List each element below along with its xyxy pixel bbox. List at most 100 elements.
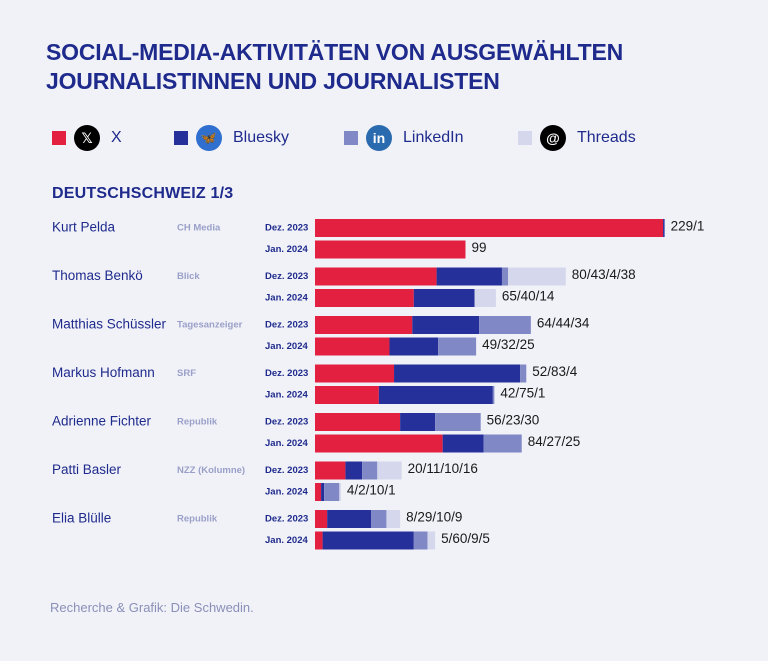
bar-segment-bluesky	[412, 316, 480, 334]
bar-segment-x	[315, 316, 413, 334]
bar-segment-linkedin	[438, 337, 477, 356]
period-label: Dez. 2023	[265, 271, 308, 282]
outlet-name: Blick	[177, 271, 200, 282]
period-label: Dez. 2023	[265, 465, 308, 476]
data-label: 56/23/30	[487, 413, 540, 428]
outlet-name: CH Media	[177, 223, 221, 234]
person-name: Matthias Schüssler	[52, 317, 167, 332]
person-name: Thomas Benkö	[52, 268, 143, 283]
person-name: Patti Basler	[52, 462, 122, 477]
outlet-name: Republik	[177, 417, 218, 428]
linkedin-icon: in	[366, 125, 392, 151]
period-label: Dez. 2023	[265, 368, 308, 379]
bar-segment-threads	[474, 289, 496, 307]
bar-segment-linkedin	[324, 483, 340, 501]
bar-segment-x	[315, 483, 322, 501]
bluesky-butterfly-icon: 🦋	[196, 125, 222, 151]
bar-segment-threads	[339, 483, 341, 501]
outlet-name: SRF	[177, 368, 196, 379]
bar-segment-x	[315, 364, 395, 383]
legend-swatch-linkedin	[344, 131, 358, 145]
data-label: 42/75/1	[500, 386, 545, 401]
data-label: 8/29/10/9	[406, 510, 462, 525]
bar-segment-linkedin	[492, 386, 495, 404]
data-label: 4/2/10/1	[347, 483, 396, 498]
bar-segment-x	[315, 510, 328, 528]
bar-segment-bluesky	[436, 267, 502, 286]
bar-segment-x	[315, 434, 443, 453]
bar-segment-bluesky	[442, 434, 484, 453]
bar-segment-bluesky	[327, 510, 372, 528]
bar-segment-bluesky	[322, 531, 414, 550]
bar-segment-linkedin	[483, 434, 522, 453]
outlet-name: Republik	[177, 514, 218, 525]
legend-item-threads: @ Threads	[518, 124, 636, 152]
bar-segment-x	[315, 531, 323, 550]
bar-segment-bluesky	[400, 413, 436, 431]
bar-segment-linkedin	[501, 267, 509, 286]
data-label: 99	[471, 240, 486, 255]
bar-segment-bluesky	[394, 364, 521, 383]
legend-item-linkedin: in LinkedIn	[344, 124, 464, 152]
legend-label-bluesky: Bluesky	[233, 129, 290, 146]
legend-item-bluesky: 🦋 Bluesky	[174, 124, 289, 152]
period-label: Jan. 2024	[265, 244, 308, 255]
bar-segment-bluesky	[389, 337, 439, 356]
period-label: Jan. 2024	[265, 341, 308, 352]
threads-icon: @	[540, 125, 566, 151]
bar-segment-threads	[386, 510, 401, 528]
period-label: Dez. 2023	[265, 514, 308, 525]
section-title: DEUTSCHSCHWEIZ 1/3	[52, 185, 234, 202]
legend-label-x: X	[111, 129, 122, 146]
outlet-name: NZZ (Kolumne)	[177, 465, 245, 476]
data-label: 52/83/4	[532, 364, 578, 379]
bar-segment-linkedin	[435, 413, 481, 431]
data-label: 80/43/4/38	[572, 267, 636, 282]
chart-title: SOCIAL-MEDIA-AKTIVITÄTEN VON AUSGEWÄHLTE…	[46, 39, 623, 94]
period-label: Jan. 2024	[265, 438, 308, 449]
data-label: 20/11/10/16	[408, 461, 478, 476]
person-name: Adrienne Fichter	[52, 414, 152, 429]
bar-segment-linkedin	[479, 316, 531, 334]
bar-segment-bluesky	[321, 483, 325, 501]
data-label: 229/1	[671, 219, 705, 234]
bar-segment-x	[315, 337, 390, 356]
source-credit: Recherche & Grafik: Die Schwedin.	[50, 600, 254, 615]
bar-segment-linkedin	[371, 510, 387, 528]
legend: 𝕏 X 🦋 Bluesky in LinkedIn @ Threads	[52, 124, 732, 152]
bar-segment-bluesky	[378, 386, 493, 404]
bar-segment-x	[315, 219, 664, 237]
bar-segment-threads	[377, 461, 402, 480]
data-label: 5/60/9/5	[441, 531, 490, 546]
legend-label-linkedin: LinkedIn	[403, 129, 464, 146]
bar-segment-threads	[508, 267, 566, 286]
person-name: Elia Blülle	[52, 511, 111, 526]
bar-segment-x	[315, 413, 401, 431]
bar-segment-x	[315, 289, 414, 307]
person-name: Kurt Pelda	[52, 220, 116, 235]
outlet-name: Tagesanzeiger	[177, 320, 243, 331]
legend-swatch-threads	[518, 131, 532, 145]
bar-segment-x	[315, 267, 437, 286]
period-label: Dez. 2023	[265, 320, 308, 331]
bar-segment-bluesky	[663, 219, 665, 237]
period-label: Jan. 2024	[265, 293, 308, 304]
period-label: Dez. 2023	[265, 223, 308, 234]
person-name: Markus Hofmann	[52, 365, 155, 380]
bar-segment-bluesky	[413, 289, 475, 307]
period-label: Jan. 2024	[265, 535, 308, 546]
data-label: 64/44/34	[537, 316, 590, 331]
bar-segment-bluesky	[345, 461, 363, 480]
bar-segment-x	[315, 386, 379, 404]
data-label: 65/40/14	[502, 289, 555, 304]
data-label: 84/27/25	[528, 434, 581, 449]
bar-segment-linkedin	[362, 461, 378, 480]
legend-swatch-x	[52, 131, 66, 145]
bar-segment-linkedin	[520, 364, 527, 383]
bar-segment-x	[315, 461, 346, 480]
period-label: Dez. 2023	[265, 417, 308, 428]
period-label: Jan. 2024	[265, 390, 308, 401]
bar-segment-x	[315, 240, 466, 259]
